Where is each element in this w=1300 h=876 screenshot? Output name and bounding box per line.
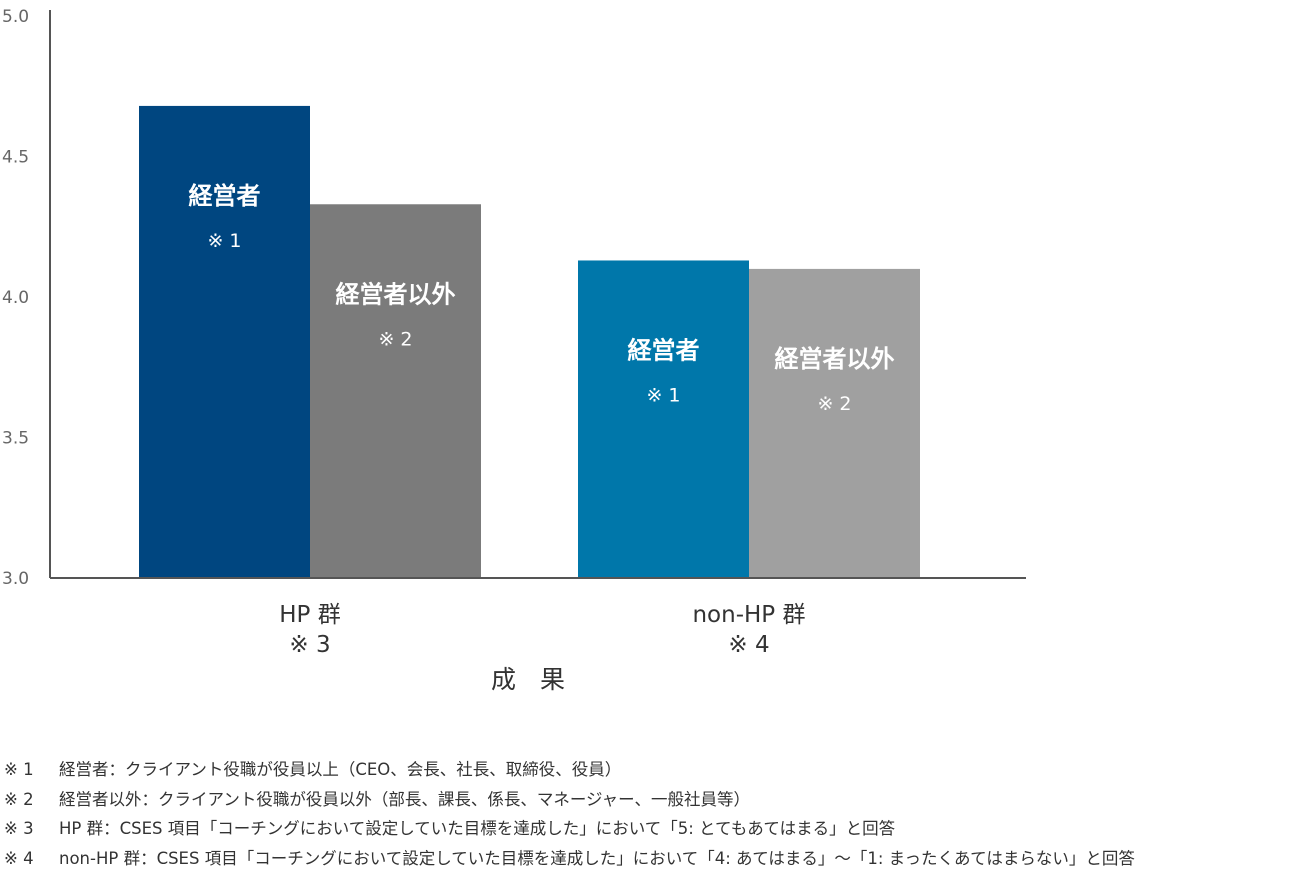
bar-label: 経営者以外: [336, 280, 456, 308]
bars: 経営者 ※ 1 経営者以外 ※ 2 経営者 ※ 1 経営者以外 ※ 2: [139, 105, 920, 579]
footnote-text: HP 群：CSES 項目「コーチングにおいて設定していた目標を達成した」において…: [59, 819, 896, 838]
footnote-mark: ※ 1: [4, 760, 34, 779]
footnote: ※ 3 HP 群：CSES 項目「コーチングにおいて設定していた目標を達成した」に…: [4, 814, 1300, 844]
bar-note: ※ 2: [817, 393, 851, 415]
bar-group: 経営者 ※ 1: [578, 260, 749, 578]
bar-note: ※ 2: [378, 328, 412, 350]
y-tick-label: 3.5: [2, 429, 29, 449]
bar-group: 経営者以外 ※ 2: [749, 268, 920, 578]
x-axis-title: 成 果: [491, 665, 573, 694]
bar: [578, 260, 749, 578]
y-axis-tick-labels: 3.0 3.5 4.0 4.5 5.0: [2, 7, 29, 589]
category-label: non-HP 群: [692, 602, 805, 628]
footnotes: ※ 1 経営者：クライアント役職が役員以上（CEO、会長、社長、取締役、役員） ※ …: [4, 755, 1300, 873]
category-note: ※ 3: [289, 632, 330, 658]
bar-label: 経営者: [628, 336, 700, 364]
footnote: ※ 1 経営者：クライアント役職が役員以上（CEO、会長、社長、取締役、役員）: [4, 755, 1300, 785]
bar-group: 経営者 ※ 1: [139, 105, 310, 579]
bar-chart: 3.0 3.5 4.0 4.5 5.0 経営者 ※ 1 経営者以外 ※ 2 経営者 ※ 1 経営者以…: [2, 7, 1026, 694]
bar-label: 経営者以外: [775, 345, 895, 373]
bar: [749, 268, 920, 578]
footnote-mark: ※ 3: [4, 819, 34, 838]
bar: [139, 105, 310, 579]
category-label: HP 群: [279, 602, 340, 628]
y-tick-label: 5.0: [2, 7, 29, 27]
bar-group: 経営者以外 ※ 2: [310, 204, 481, 578]
x-axis-category-labels: HP 群 ※ 3 non-HP 群 ※ 4: [279, 602, 805, 658]
footnote: ※ 4 non-HP 群：CSES 項目「コーチングにおいて設定していた目標を達成…: [4, 844, 1300, 874]
footnote-text: 経営者以外：クライアント役職が役員以外（部長、課長、係長、マネージャー、一般社員…: [59, 789, 751, 809]
y-tick-label: 3.0: [2, 569, 29, 589]
category-note: ※ 4: [728, 632, 769, 658]
footnote-text: non-HP 群：CSES 項目「コーチングにおいて設定していた目標を達成した」…: [59, 848, 1135, 868]
footnote-mark: ※ 4: [4, 848, 34, 868]
y-tick-label: 4.5: [2, 148, 29, 168]
y-tick-label: 4.0: [2, 288, 29, 308]
footnote-text: 経営者：クライアント役職が役員以上（CEO、会長、社長、取締役、役員）: [59, 760, 622, 779]
bar-note: ※ 1: [646, 384, 680, 406]
bar-note: ※ 1: [207, 230, 241, 252]
footnote-mark: ※ 2: [4, 789, 34, 809]
bar-label: 経営者: [189, 182, 261, 210]
bar: [310, 204, 481, 578]
footnote: ※ 2 経営者以外：クライアント役職が役員以外（部長、課長、係長、マネージャー、一…: [4, 785, 1300, 815]
